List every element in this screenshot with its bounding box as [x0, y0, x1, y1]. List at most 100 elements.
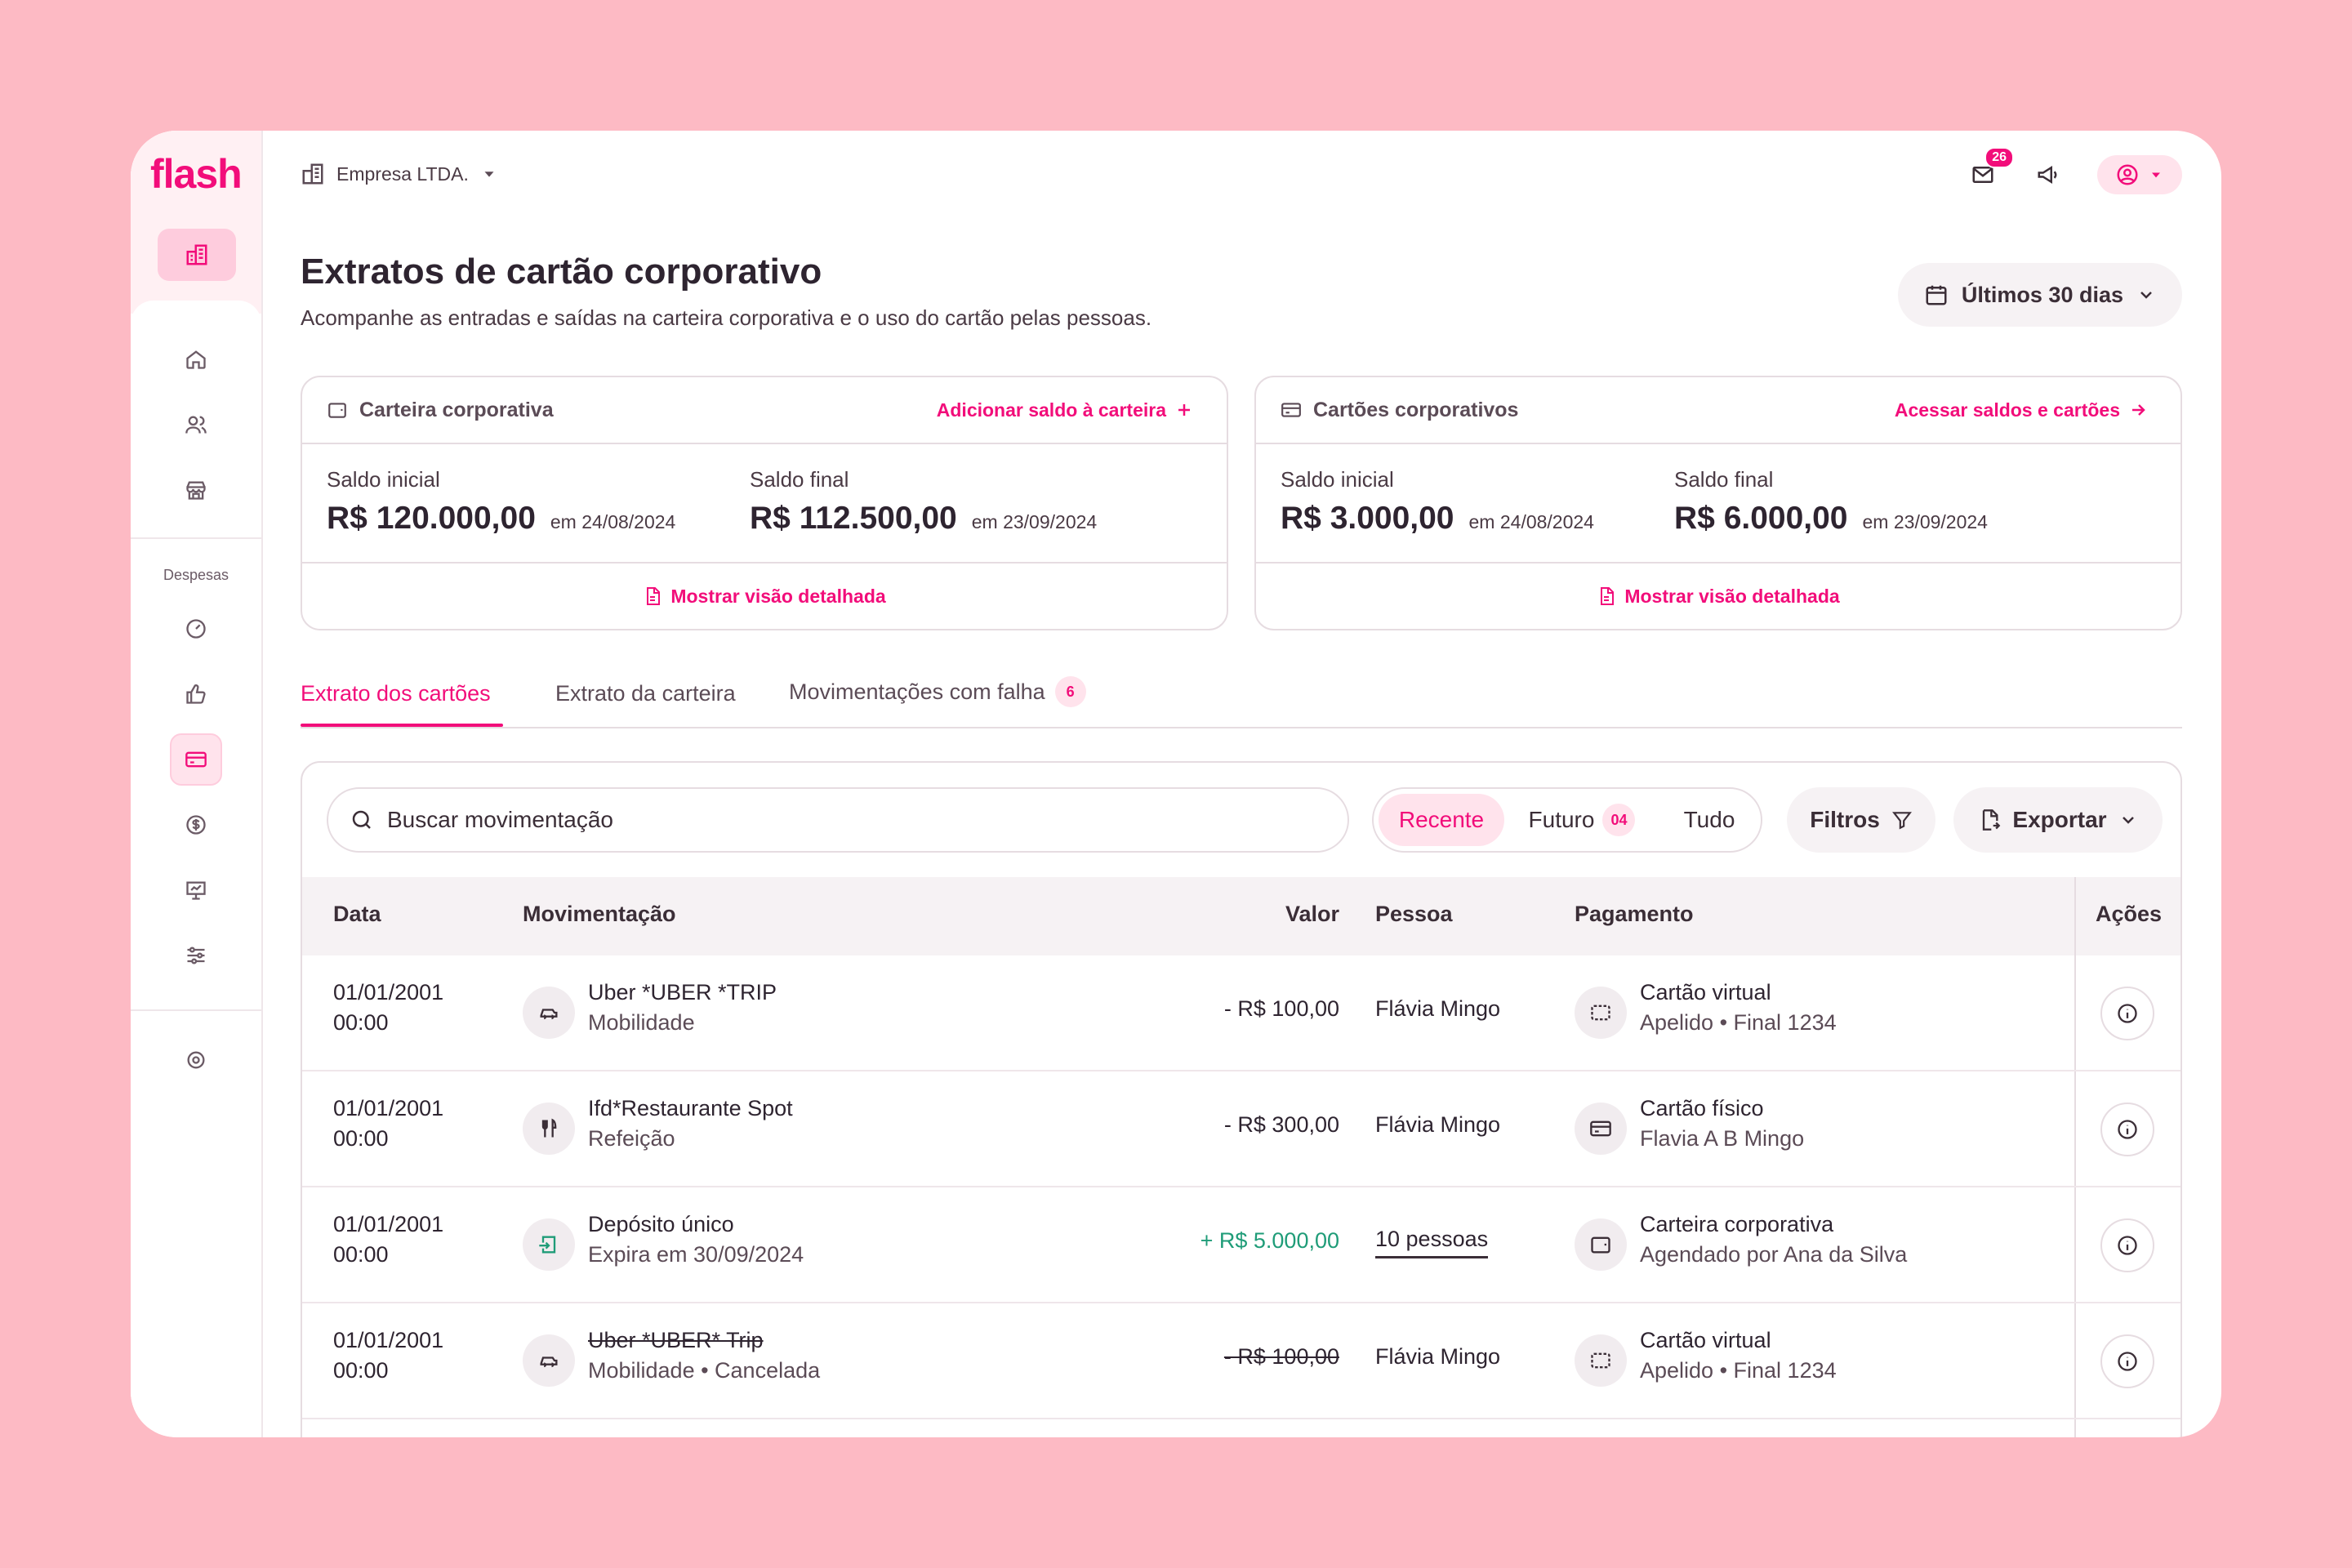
- details-button[interactable]: [2100, 987, 2154, 1040]
- user-avatar-icon: [2117, 164, 2138, 185]
- column-header-transaction[interactable]: Movimentação: [523, 902, 676, 926]
- show-detailed-view-button[interactable]: Mostrar visão detalhada: [1256, 564, 2180, 629]
- user-menu-button[interactable]: [2097, 155, 2182, 194]
- details-button[interactable]: [2100, 1102, 2154, 1156]
- car-icon: [540, 1009, 558, 1020]
- info-icon: [2118, 1004, 2137, 1023]
- payment-subtitle: Apelido • Final 1234: [1640, 1358, 1837, 1383]
- table-row[interactable]: 01/01/2001 00:00 Depósito único Expira e…: [302, 1187, 2180, 1303]
- initial-balance-date: em 24/08/2024: [1468, 511, 1594, 532]
- show-detailed-view-button[interactable]: Mostrar visão detalhada: [302, 564, 1227, 629]
- period-segmented-control: Recente Futuro 04 Tudo: [1372, 787, 1762, 853]
- nav-reports[interactable]: [170, 864, 222, 916]
- search-input[interactable]: Buscar movimentação: [327, 787, 1349, 853]
- segment-recent[interactable]: Recente: [1379, 794, 1504, 846]
- table-row[interactable]: 01/01/2001 00:00 Uber *UBER *TRIP Mobili…: [302, 956, 2180, 1071]
- person-cell: Flávia Mingo: [1375, 1344, 1501, 1369]
- column-header-value[interactable]: Valor: [1285, 902, 1339, 926]
- category-icon-wrap: [523, 1102, 575, 1155]
- tab-failed-transactions[interactable]: Movimentações com falha 6: [789, 676, 1086, 707]
- access-balances-label: Acessar saldos e cartões: [1894, 399, 2120, 421]
- payment-icon-wrap: [1575, 987, 1627, 1039]
- person-cell: Flávia Mingo: [1375, 1112, 1501, 1137]
- export-button[interactable]: Exportar: [1953, 787, 2163, 853]
- info-icon: [2118, 1236, 2137, 1255]
- transaction-title: Ifd*Restaurante Spot: [588, 1096, 793, 1120]
- deposit-icon: [539, 1236, 556, 1254]
- payment-icon-wrap: [1575, 1102, 1627, 1155]
- final-balance: Saldo final R$ 6.000,00 em 23/09/2024: [1674, 467, 1988, 537]
- date-range-selector[interactable]: Últimos 30 dias: [1897, 263, 2182, 327]
- table-row[interactable]: 01/01/2001 00:00 Ifd*Restaurante Spot Re…: [302, 1071, 2180, 1187]
- tab-label: Movimentações com falha: [789, 679, 1045, 704]
- document-icon: [1601, 587, 1615, 605]
- corporate-cards-card: Cartões corporativos Acessar saldos e ca…: [1254, 376, 2182, 630]
- table-row[interactable]: 01/01/2001 00:00 Uber *UBER* Trip Mobili…: [302, 1303, 2180, 1419]
- page-title: Extratos de cartão corporativo: [301, 252, 822, 292]
- card-title: Cartões corporativos: [1313, 398, 1519, 421]
- transaction-subtitle: Mobilidade: [588, 1010, 695, 1035]
- filters-button[interactable]: Filtros: [1787, 787, 1936, 853]
- row-date: 01/01/2001: [333, 980, 444, 1004]
- transaction-title: Depósito único: [588, 1212, 734, 1236]
- virtual-card-icon: [1591, 1352, 1610, 1369]
- inbox-button[interactable]: 26: [1967, 147, 2014, 191]
- add-balance-label: Adicionar saldo à carteira: [936, 399, 1166, 421]
- value-cell: - R$ 300,00: [1223, 1112, 1339, 1137]
- payment-subtitle: Apelido • Final 1234: [1640, 1010, 1837, 1035]
- presentation-icon: [186, 881, 206, 900]
- nav-store[interactable]: [170, 464, 222, 516]
- access-balances-link[interactable]: Acessar saldos e cartões: [1895, 399, 2148, 421]
- details-button[interactable]: [2100, 1334, 2154, 1388]
- column-header-date[interactable]: Data: [333, 902, 381, 926]
- add-balance-link[interactable]: Adicionar saldo à carteira: [937, 399, 1194, 421]
- thumbs-up-icon: [186, 684, 206, 704]
- row-date: 01/01/2001: [333, 1096, 444, 1120]
- nav-finance[interactable]: [170, 799, 222, 851]
- megaphone-icon: [2038, 165, 2057, 185]
- tab-label: Extrato dos cartões: [301, 681, 491, 706]
- payment-cell: Cartão virtual Apelido • Final 1234: [1640, 1328, 1837, 1383]
- final-balance-label: Saldo final: [1674, 467, 1774, 492]
- sidebar-header: [131, 131, 261, 314]
- arrow-right-icon: [2132, 404, 2145, 416]
- payment-subtitle: Agendado por Ana da Silva: [1640, 1242, 1908, 1267]
- payment-title: Cartão virtual: [1640, 1328, 1771, 1352]
- people-link[interactable]: 10 pessoas: [1375, 1227, 1489, 1258]
- nav-approvals[interactable]: [170, 668, 222, 720]
- details-button[interactable]: [2100, 1218, 2154, 1272]
- future-count-badge: 04: [1602, 804, 1636, 836]
- column-header-payment[interactable]: Pagamento: [1575, 902, 1694, 926]
- dollar-icon: [186, 815, 206, 835]
- cutlery-icon: [541, 1118, 557, 1138]
- segment-all[interactable]: Tudo: [1664, 794, 1754, 846]
- show-detailed-view-label: Mostrar visão detalhada: [1624, 585, 1840, 607]
- nav-dashboard[interactable]: [170, 603, 222, 655]
- info-icon: [2118, 1352, 2137, 1371]
- gauge-icon: [186, 619, 206, 639]
- export-file-icon: [1983, 809, 2001, 831]
- building-icon: [302, 163, 323, 185]
- company-selector[interactable]: Empresa LTDA.: [301, 162, 498, 186]
- sidebar-section-label: Despesas: [163, 567, 229, 583]
- tab-wallet-statement[interactable]: Extrato da carteira: [555, 681, 736, 706]
- search-placeholder: Buscar movimentação: [387, 807, 614, 832]
- nav-home[interactable]: [170, 333, 222, 385]
- nav-settings[interactable]: [170, 1034, 222, 1086]
- mail-icon: [1972, 167, 1993, 183]
- nav-people[interactable]: [170, 399, 222, 451]
- announcements-button[interactable]: [2032, 158, 2065, 191]
- initial-balance: Saldo inicial R$ 3.000,00 em 24/08/2024: [1281, 467, 1594, 537]
- date-cell: 01/01/2001 00:00: [333, 1212, 443, 1267]
- tab-card-statement[interactable]: Extrato dos cartões: [301, 681, 491, 706]
- nav-corporate-card[interactable]: [170, 733, 222, 786]
- flash-logo[interactable]: flash: [150, 151, 243, 197]
- column-header-person[interactable]: Pessoa: [1375, 902, 1453, 926]
- person-cell: Flávia Mingo: [1375, 996, 1501, 1021]
- company-switch-button[interactable]: [158, 229, 236, 281]
- nav-settings-sliders[interactable]: [170, 929, 222, 982]
- header-actions: 26: [1967, 147, 2182, 194]
- segment-future[interactable]: Futuro 04: [1512, 794, 1651, 846]
- initial-balance: Saldo inicial R$ 120.000,00 em 24/08/202…: [327, 467, 675, 537]
- search-icon: [352, 810, 371, 829]
